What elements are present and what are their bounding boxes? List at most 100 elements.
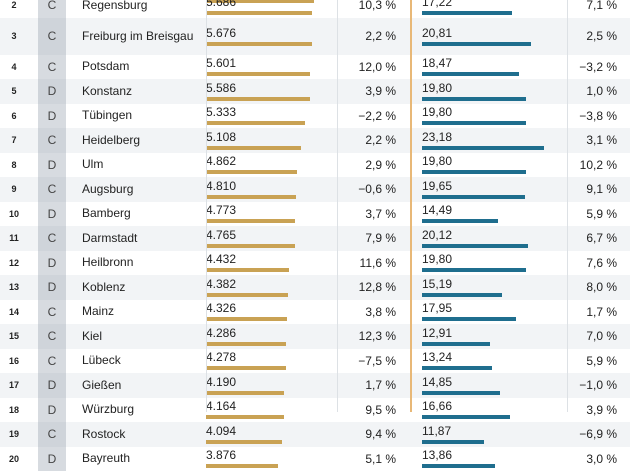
change-1: 12,3 %	[330, 324, 396, 349]
value-2-cell: 13,24	[422, 349, 562, 374]
value-1-bar	[206, 342, 286, 346]
column-divider	[567, 0, 568, 412]
value-2: 19,80	[422, 253, 452, 266]
value-2-cell: 12,91	[422, 324, 562, 349]
value-2: 19,80	[422, 155, 452, 168]
city-name: Konstanz	[82, 79, 202, 104]
class-badge: D	[38, 447, 66, 471]
class-badge: C	[38, 422, 66, 447]
city-name: Tübingen	[82, 104, 202, 129]
value-2: 14,49	[422, 204, 452, 217]
section-divider	[410, 0, 412, 412]
city-name: Ulm	[82, 153, 202, 178]
change-2: 1,0 %	[560, 79, 617, 104]
value-2: 18,47	[422, 57, 452, 70]
value-2-bar	[422, 97, 526, 101]
value-2: 19,65	[422, 180, 452, 193]
value-2-bar	[422, 293, 502, 297]
class-badge: C	[38, 324, 66, 349]
value-2-cell: 15,19	[422, 275, 562, 300]
change-2: 9,1 %	[560, 177, 617, 202]
value-2-bar	[422, 72, 519, 76]
change-2: 5,9 %	[560, 349, 617, 374]
value-1-cell: 4.810	[206, 177, 326, 202]
city-name: Lübeck	[82, 349, 202, 374]
value-2-bar	[422, 146, 544, 150]
value-1: 5.601	[206, 57, 236, 70]
change-2: −6,9 %	[560, 422, 617, 447]
value-2-cell: 14,49	[422, 202, 562, 227]
value-2-bar	[422, 121, 526, 125]
value-2-bar	[422, 440, 484, 444]
city-name: Rostock	[82, 422, 202, 447]
value-1: 4.190	[206, 376, 236, 389]
change-1: 2,9 %	[330, 153, 396, 178]
value-1-cell: 4.862	[206, 153, 326, 178]
value-1-cell: 4.286	[206, 324, 326, 349]
column-divider	[337, 0, 338, 412]
change-2: 7,0 %	[560, 324, 617, 349]
rank-number: 17	[0, 373, 28, 398]
value-2-bar	[422, 464, 495, 468]
value-1: 4.326	[206, 302, 236, 315]
value-2: 11,87	[422, 425, 451, 438]
rank-number: 9	[0, 177, 28, 202]
value-2: 20,81	[422, 27, 452, 40]
rank-number: 4	[0, 55, 28, 80]
rank-number: 7	[0, 128, 28, 153]
value-2: 16,66	[422, 400, 452, 413]
value-1-bar	[206, 195, 296, 199]
change-1: 2,2 %	[330, 128, 396, 153]
city-name: Würzburg	[82, 398, 202, 423]
value-2: 12,91	[422, 327, 452, 340]
class-badge: D	[38, 153, 66, 178]
value-1-bar	[206, 42, 312, 46]
rank-number: 5	[0, 79, 28, 104]
value-1-bar	[206, 244, 295, 248]
change-2: 1,7 %	[560, 300, 617, 325]
class-badge: D	[38, 251, 66, 276]
value-1-cell: 4.190	[206, 373, 326, 398]
value-1: 4.286	[206, 327, 236, 340]
class-badge: C	[38, 349, 66, 374]
rank-number: 12	[0, 251, 28, 276]
value-1-cell: 5.601	[206, 55, 326, 80]
value-2-bar	[422, 195, 525, 199]
value-2-cell: 17,22	[422, 0, 562, 18]
change-1: 3,9 %	[330, 79, 396, 104]
value-1-cell: 5.333	[206, 104, 326, 129]
value-2-cell: 19,80	[422, 251, 562, 276]
city-name: Heilbronn	[82, 251, 202, 276]
city-name: Augsburg	[82, 177, 202, 202]
rank-number: 11	[0, 226, 28, 251]
value-2-bar	[422, 317, 516, 321]
value-1: 5.108	[206, 131, 236, 144]
city-name: Kiel	[82, 324, 202, 349]
value-1-cell: 4.765	[206, 226, 326, 251]
change-1: 9,5 %	[330, 398, 396, 423]
change-2: 7,6 %	[560, 251, 617, 276]
value-1-cell: 4.432	[206, 251, 326, 276]
change-1: 9,4 %	[330, 422, 396, 447]
change-1: 2,2 %	[330, 18, 396, 55]
